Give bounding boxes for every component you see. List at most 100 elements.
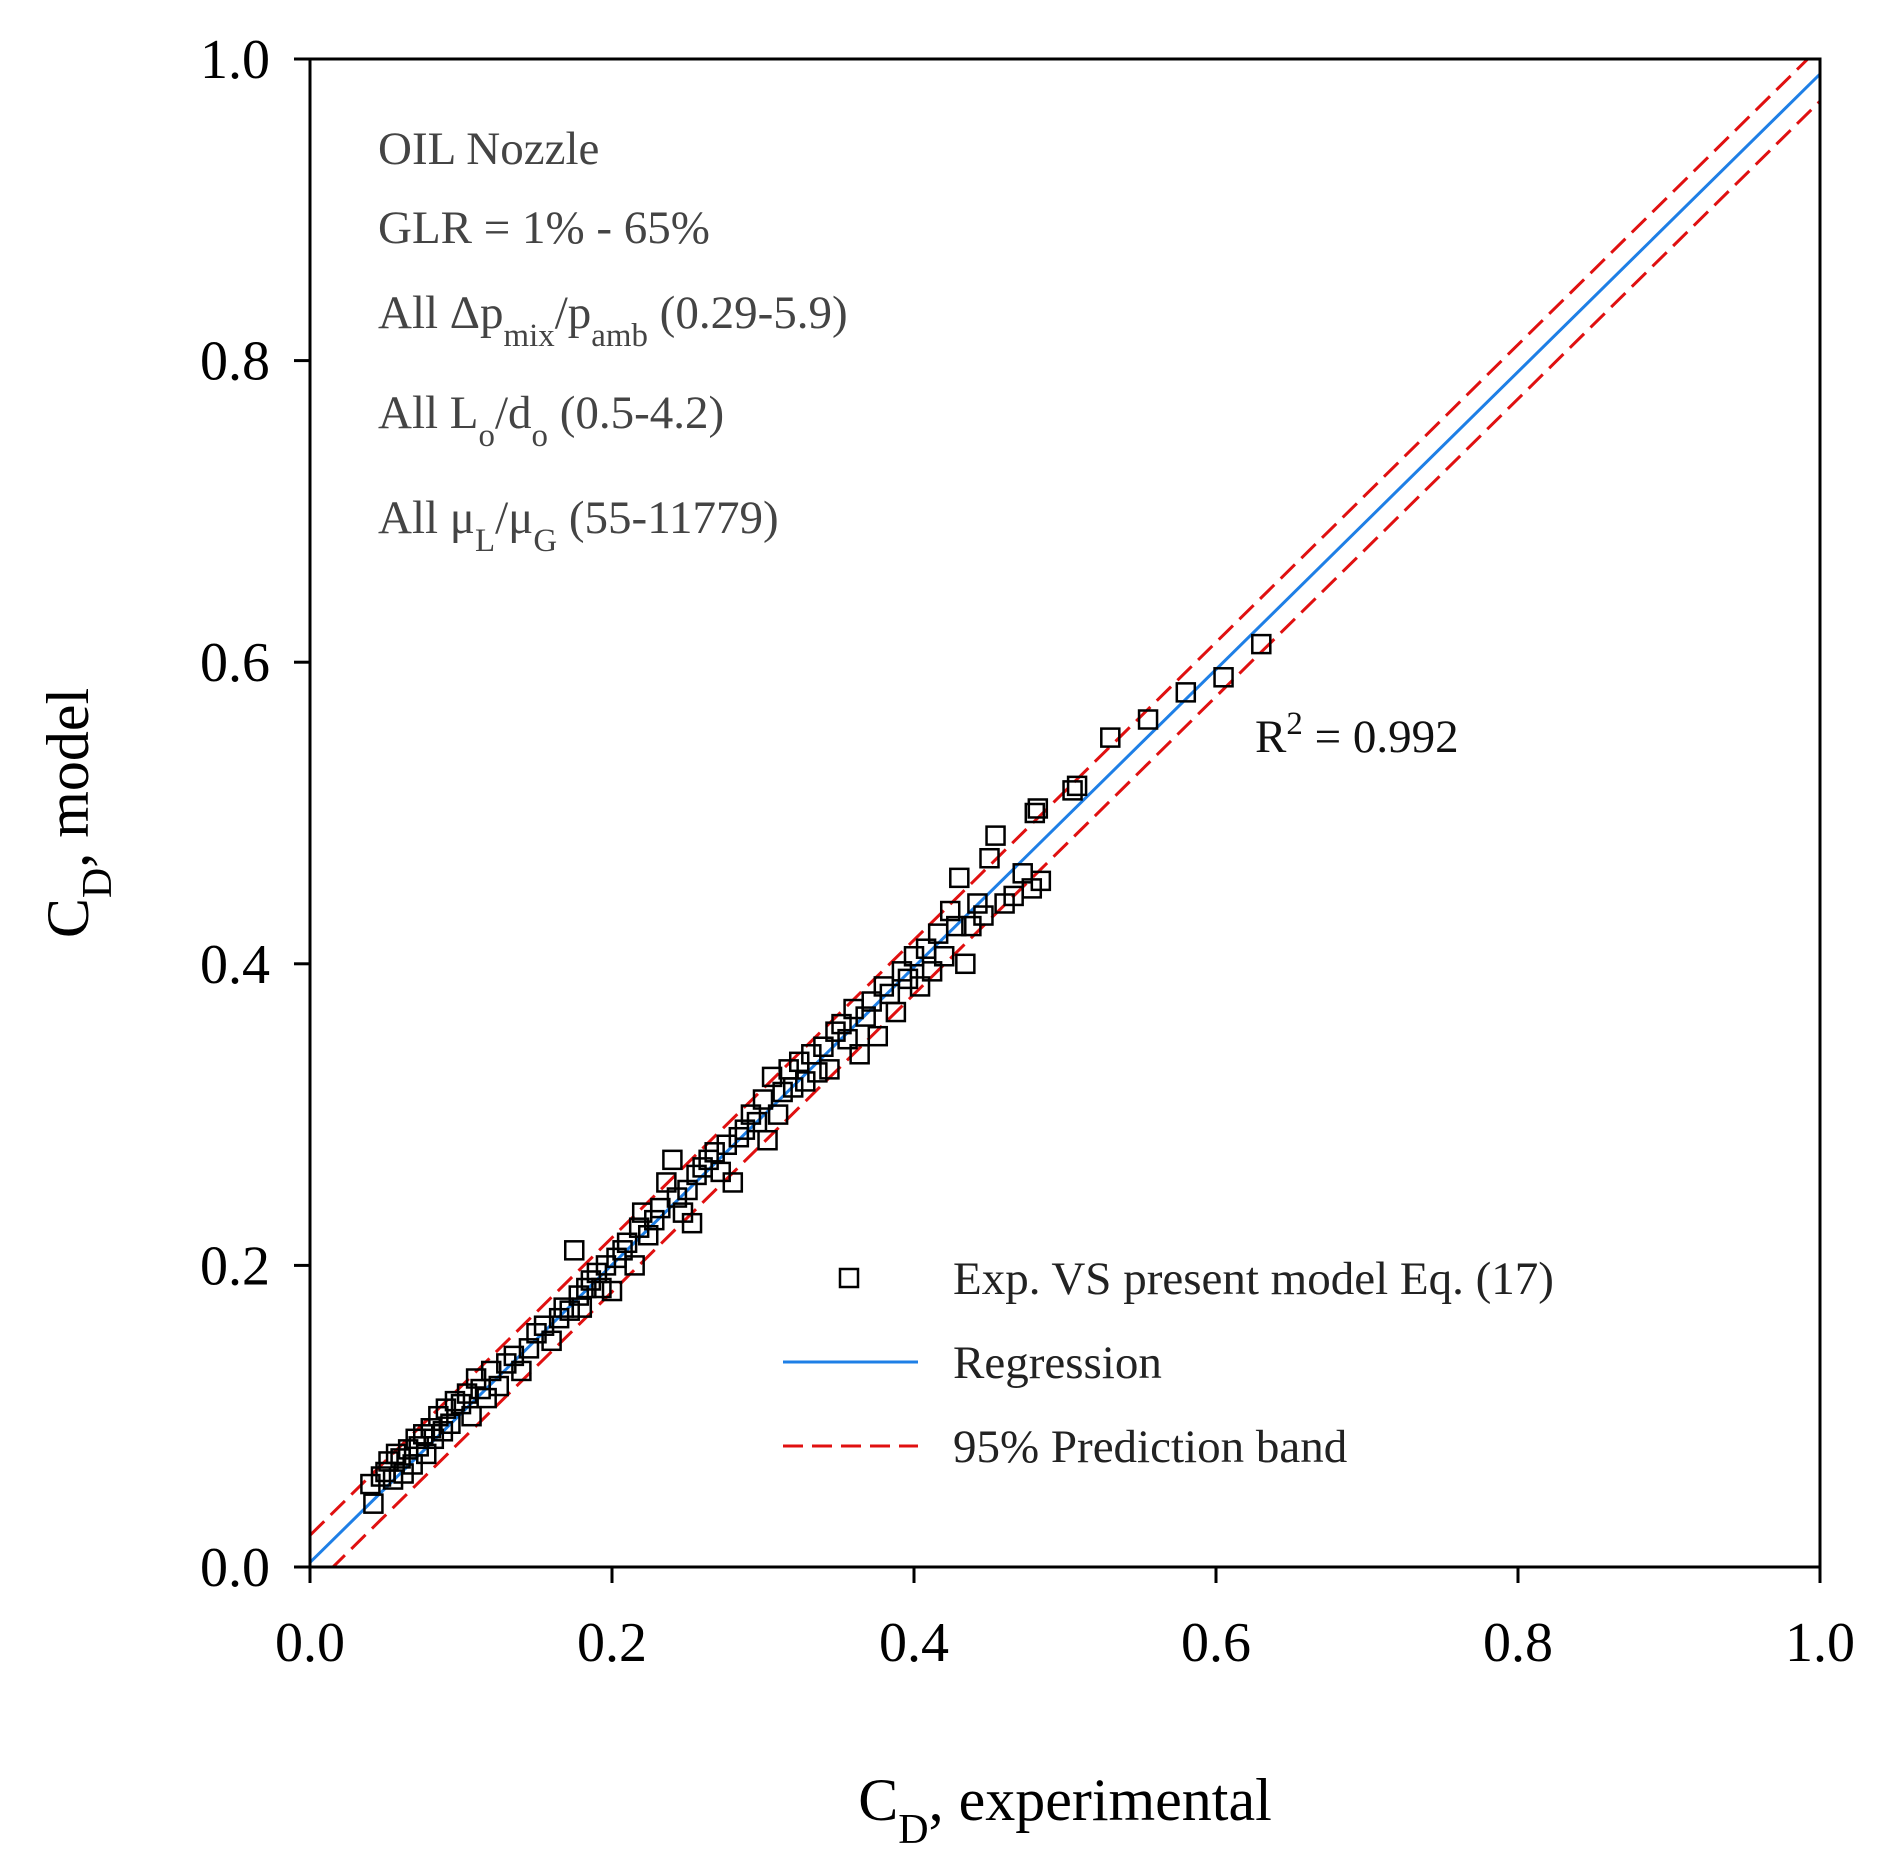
data-point bbox=[432, 1421, 454, 1442]
x-tick-label: 0.4 bbox=[879, 1612, 949, 1674]
data-point bbox=[967, 893, 988, 914]
data-point bbox=[616, 1232, 638, 1254]
legend-marker-scatter bbox=[838, 1267, 860, 1289]
y-tick-label: 0.0 bbox=[200, 1537, 270, 1599]
data-point bbox=[450, 1393, 472, 1415]
x-axis-label: CD, experimental bbox=[858, 1767, 1272, 1853]
data-point bbox=[686, 1164, 707, 1186]
r-squared-label: R2 = 0.992 bbox=[1255, 706, 1459, 763]
data-point bbox=[949, 867, 970, 889]
data-point bbox=[644, 1209, 665, 1231]
y-axis-ticks: 0.0 0.2 0.4 0.6 0.8 1.0 bbox=[200, 29, 310, 1599]
data-point bbox=[650, 1197, 671, 1219]
data-point bbox=[666, 1187, 688, 1208]
data-point bbox=[480, 1360, 502, 1382]
data-point bbox=[921, 961, 943, 982]
data-point bbox=[440, 1413, 461, 1434]
data-point bbox=[416, 1443, 437, 1465]
data-point bbox=[1027, 798, 1049, 819]
annotation-block: OIL Nozzle GLR = 1% - 65% All Δpmix/pamb (… bbox=[378, 123, 848, 559]
y-tick-label: 1.0 bbox=[200, 29, 270, 91]
y-axis-label: CD, model bbox=[35, 688, 121, 938]
data-point bbox=[1175, 682, 1197, 703]
x-tick-label: 1.0 bbox=[1785, 1612, 1855, 1674]
data-point bbox=[612, 1240, 633, 1261]
data-point bbox=[564, 1240, 585, 1261]
data-point bbox=[568, 1285, 590, 1306]
x-tick-label: 0.6 bbox=[1181, 1612, 1251, 1674]
data-point bbox=[511, 1360, 532, 1382]
data-point bbox=[382, 1469, 404, 1490]
data-point bbox=[867, 1025, 889, 1047]
data-point bbox=[571, 1297, 593, 1318]
data-point bbox=[807, 1062, 828, 1083]
y-tick-label: 0.8 bbox=[200, 331, 270, 393]
data-point bbox=[1062, 780, 1083, 801]
data-point bbox=[979, 847, 1000, 869]
data-point bbox=[849, 1044, 870, 1065]
x-tick-label: 0.8 bbox=[1483, 1612, 1553, 1674]
legend-label-band: 95% Prediction band bbox=[953, 1421, 1347, 1473]
data-point bbox=[891, 961, 913, 982]
data-point bbox=[710, 1161, 731, 1183]
data-point bbox=[385, 1443, 407, 1465]
annotation-line: GLR = 1% - 65% bbox=[378, 202, 710, 254]
data-point bbox=[716, 1134, 738, 1156]
annotation-line: All Δpmix/pamb (0.29-5.9) bbox=[378, 287, 848, 354]
y-tick-label: 0.2 bbox=[200, 1235, 270, 1297]
y-tick-label: 0.4 bbox=[200, 934, 270, 996]
data-point bbox=[819, 1059, 840, 1080]
data-point bbox=[413, 1424, 434, 1445]
data-point bbox=[370, 1466, 392, 1487]
annotation-line: All Lo/do (0.5-4.2) bbox=[378, 387, 724, 454]
data-point bbox=[985, 825, 1006, 846]
data-point bbox=[761, 1066, 783, 1088]
data-point bbox=[973, 905, 994, 926]
data-point bbox=[624, 1255, 645, 1276]
legend: Exp. VS present model Eq. (17) Regression… bbox=[783, 1253, 1554, 1473]
data-point bbox=[548, 1307, 570, 1329]
data-point bbox=[704, 1142, 725, 1163]
data-point bbox=[740, 1104, 762, 1125]
data-point bbox=[420, 1418, 442, 1439]
data-point bbox=[728, 1126, 750, 1148]
data-point bbox=[461, 1405, 482, 1427]
data-point bbox=[885, 1001, 907, 1023]
data-point bbox=[601, 1280, 623, 1302]
data-point bbox=[767, 1104, 789, 1125]
annotation-line: All μL/μG (55-11779) bbox=[378, 492, 779, 559]
data-point bbox=[488, 1375, 509, 1397]
data-point bbox=[503, 1345, 525, 1367]
data-point bbox=[662, 1149, 683, 1171]
data-point bbox=[837, 1028, 858, 1050]
data-point bbox=[1100, 727, 1121, 748]
data-point bbox=[363, 1493, 384, 1514]
data-point bbox=[408, 1436, 429, 1457]
data-point bbox=[465, 1368, 487, 1389]
data-point bbox=[595, 1255, 617, 1276]
plot-frame bbox=[308, 57, 1822, 1569]
x-tick-label: 0.0 bbox=[275, 1612, 345, 1674]
data-point bbox=[637, 1224, 659, 1246]
data-point bbox=[897, 968, 919, 990]
data-point bbox=[752, 1089, 774, 1110]
data-point bbox=[813, 1036, 834, 1057]
data-point bbox=[576, 1277, 597, 1299]
annotation-line: OIL Nozzle bbox=[378, 123, 599, 175]
data-point bbox=[698, 1149, 719, 1171]
data-point bbox=[360, 1473, 381, 1495]
data-point bbox=[961, 915, 982, 937]
data-point bbox=[526, 1323, 547, 1344]
data-point bbox=[909, 976, 931, 997]
data-point bbox=[1024, 802, 1046, 824]
data-point bbox=[933, 946, 955, 967]
y-tick-label: 0.6 bbox=[200, 632, 270, 694]
data-point bbox=[428, 1405, 449, 1427]
x-tick-label: 0.2 bbox=[577, 1612, 647, 1674]
data-point bbox=[476, 1387, 497, 1409]
data-point bbox=[946, 915, 967, 937]
data-point bbox=[772, 1081, 793, 1103]
data-point bbox=[746, 1111, 768, 1133]
